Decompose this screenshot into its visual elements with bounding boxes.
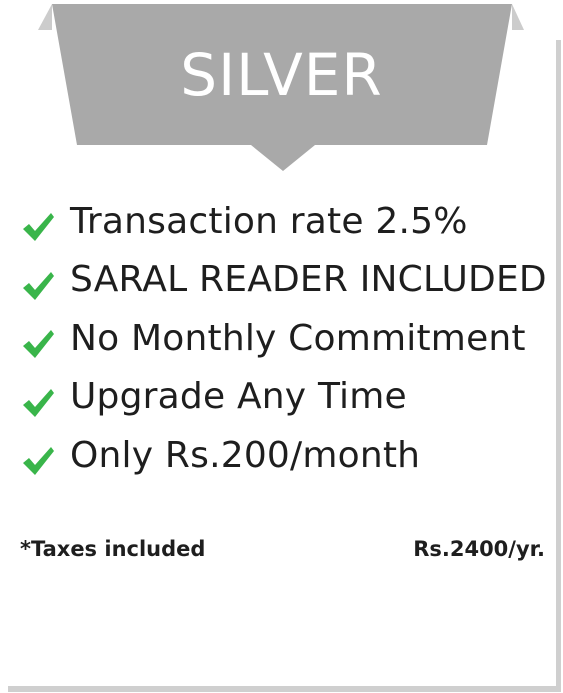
check-icon <box>23 271 54 300</box>
check-icon <box>23 213 54 242</box>
feature-item: Transaction rate 2.5% <box>20 192 560 251</box>
pricing-footer: *Taxes included Rs.2400/yr. <box>20 533 545 565</box>
feature-label: Only Rs.200/month <box>70 434 421 476</box>
yearly-price: Rs.2400/yr. <box>413 537 545 561</box>
plan-title: SILVER <box>180 41 383 109</box>
feature-label: No Monthly Commitment <box>70 317 526 359</box>
feature-list: Transaction rate 2.5% SARAL READER INCLU… <box>20 192 560 485</box>
check-icon <box>23 447 54 476</box>
feature-item: No Monthly Commitment <box>20 309 560 368</box>
feature-label: Transaction rate 2.5% <box>70 200 468 242</box>
feature-label: SARAL READER INCLUDED <box>70 259 547 301</box>
feature-label: Upgrade Any Time <box>70 376 407 418</box>
feature-item: SARAL READER INCLUDED <box>20 251 560 310</box>
feature-item: Upgrade Any Time <box>20 368 560 427</box>
check-icon <box>23 388 54 417</box>
plan-ribbon: SILVER <box>0 0 563 175</box>
card-shadow-right <box>556 40 561 692</box>
taxes-note: *Taxes included <box>20 537 206 561</box>
feature-item: Only Rs.200/month <box>20 426 560 485</box>
card-shadow-bottom <box>8 686 561 692</box>
check-icon <box>23 330 54 359</box>
